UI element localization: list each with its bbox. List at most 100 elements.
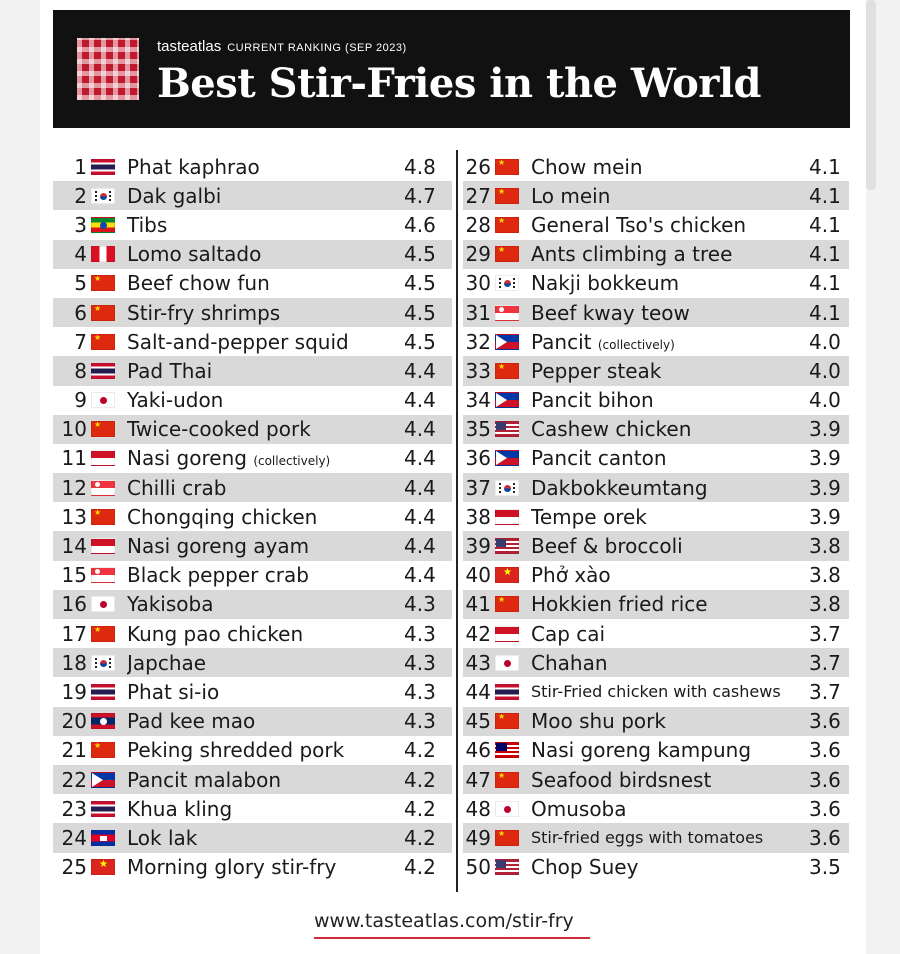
ranking-row: 37 Dakbokkeumtang 3.9 xyxy=(463,473,849,503)
ranking-row: 4 Lomo saltado 4.5 xyxy=(53,239,452,269)
dish-name: Morning glory stir-fry xyxy=(127,855,404,879)
rank-number: 14 xyxy=(61,534,87,559)
rank-number: 3 xyxy=(74,212,87,237)
dish-name-text: Chop Suey xyxy=(531,855,639,880)
rating-score: 4.2 xyxy=(404,855,436,880)
rank-number: 15 xyxy=(61,563,87,588)
dish-note: (collectively) xyxy=(597,337,675,352)
dish-name-text: Dak galbi xyxy=(127,183,222,208)
footer-link[interactable]: www.tasteatlas.com/stir-fry xyxy=(314,910,574,932)
dish-name-text: Stir-fry shrimps xyxy=(127,300,281,325)
dish-name-text: Lok lak xyxy=(127,825,198,850)
thailand-flag-icon xyxy=(91,362,115,379)
rank-number: 28 xyxy=(465,212,491,237)
rank-number: 29 xyxy=(465,242,491,267)
rating-score: 3.7 xyxy=(809,621,841,646)
rank-number: 27 xyxy=(465,183,491,208)
ranking-row: 3 Tibs 4.6 xyxy=(53,210,452,239)
philippines-flag-icon xyxy=(495,450,519,467)
dish-name: Pancit malabon xyxy=(127,768,404,792)
rating-score: 4.4 xyxy=(404,358,436,383)
ranking-row: 36 Pancit canton 3.9 xyxy=(463,444,849,473)
rank-number: 10 xyxy=(61,417,87,442)
dish-name-text: Japchae xyxy=(127,650,207,675)
ranking-row: 42 Cap cai 3.7 xyxy=(463,619,849,648)
ranking-row: 50 Chop Suey 3.5 xyxy=(463,853,849,882)
rank-number: 47 xyxy=(465,767,491,792)
ranking-row: 19 Phat si-io 4.3 xyxy=(53,677,452,706)
rating-score: 4.5 xyxy=(404,329,436,354)
dish-name: Salt-and-pepper squid xyxy=(127,330,404,354)
dish-name: Lok lak xyxy=(127,826,404,850)
dish-name-text: Nasi goreng ayam xyxy=(127,534,310,559)
ranking-row: 34 Pancit bihon 4.0 xyxy=(463,386,849,415)
ranking-row: 45 Moo shu pork 3.6 xyxy=(463,706,849,736)
dish-name-text: Pad kee mao xyxy=(127,709,256,734)
south-korea-flag-icon xyxy=(91,187,115,204)
usa-flag-icon xyxy=(495,421,519,438)
dish-name-text: Tibs xyxy=(127,212,168,237)
rank-number: 45 xyxy=(465,709,491,734)
rating-score: 3.7 xyxy=(809,679,841,704)
rank-number: 20 xyxy=(61,709,87,734)
dish-name-text: Dakbokkeumtang xyxy=(531,475,708,500)
rank-number: 22 xyxy=(61,767,87,792)
dish-name-text: Hokkien fried rice xyxy=(531,592,708,617)
rank-number: 32 xyxy=(465,329,491,354)
dish-name: Nasi goreng (collectively) xyxy=(127,446,404,470)
rank-number: 38 xyxy=(465,504,491,529)
dish-name: Pancit canton xyxy=(531,446,809,470)
dish-name-text: Lo mein xyxy=(531,183,611,208)
brand-name: tasteatlas xyxy=(157,38,222,55)
dish-name-text: Phat si-io xyxy=(127,679,220,704)
dish-name: Lomo saltado xyxy=(127,242,404,266)
rating-score: 4.1 xyxy=(809,271,841,296)
philippines-flag-icon xyxy=(495,333,519,350)
ranking-row: 24 Lok lak 4.2 xyxy=(53,823,452,853)
scrollbar[interactable] xyxy=(866,0,876,190)
usa-flag-icon xyxy=(495,859,519,876)
dish-name-text: Tempe orek xyxy=(531,504,647,529)
dish-name-text: Nasi goreng xyxy=(127,446,247,471)
dish-name: General Tso's chicken xyxy=(531,213,809,237)
japan-flag-icon xyxy=(91,596,115,613)
ranking-row: 1 Phat kaphrao 4.8 xyxy=(53,152,452,181)
rank-number: 30 xyxy=(465,271,491,296)
dish-name-text: Cashew chicken xyxy=(531,417,692,442)
rank-number: 12 xyxy=(61,475,87,500)
dish-name: Phat kaphrao xyxy=(127,155,404,179)
ranking-row: 49 Stir-fried eggs with tomatoes 3.6 xyxy=(463,823,849,853)
rank-number: 13 xyxy=(61,504,87,529)
footer-underline xyxy=(314,937,590,939)
china-flag-icon xyxy=(495,771,519,788)
rank-number: 18 xyxy=(61,650,87,675)
laos-flag-icon xyxy=(91,713,115,730)
rank-number: 44 xyxy=(465,679,491,704)
ranking-row: 47 Seafood birdsnest 3.6 xyxy=(463,764,849,795)
rank-number: 8 xyxy=(74,358,87,383)
ranking-row: 32 Pancit (collectively) 4.0 xyxy=(463,327,849,356)
rating-score: 4.4 xyxy=(404,446,436,471)
dish-name: Kung pao chicken xyxy=(127,622,404,646)
singapore-flag-icon xyxy=(91,479,115,496)
dish-name: Hokkien fried rice xyxy=(531,592,809,616)
ranking-row: 38 Tempe orek 3.9 xyxy=(463,502,849,531)
ranking-row: 16 Yakisoba 4.3 xyxy=(53,589,452,619)
china-flag-icon xyxy=(495,596,519,613)
dish-name-text: Seafood birdsnest xyxy=(531,767,712,792)
rank-number: 4 xyxy=(74,242,87,267)
rating-score: 4.3 xyxy=(404,709,436,734)
peru-flag-icon xyxy=(91,246,115,263)
rating-score: 4.1 xyxy=(809,212,841,237)
south-korea-flag-icon xyxy=(91,654,115,671)
china-flag-icon xyxy=(91,742,115,759)
ranking-row: 2 Dak galbi 4.7 xyxy=(53,181,452,211)
dish-name: Beef & broccoli xyxy=(531,534,809,558)
rating-score: 3.7 xyxy=(809,650,841,675)
ranking-row: 20 Pad kee mao 4.3 xyxy=(53,706,452,736)
dish-name: Peking shredded pork xyxy=(127,738,404,762)
ranking-row: 23 Khua kling 4.2 xyxy=(53,794,452,823)
dish-name-text: Pepper steak xyxy=(531,358,662,383)
rating-score: 4.4 xyxy=(404,563,436,588)
japan-flag-icon xyxy=(495,654,519,671)
